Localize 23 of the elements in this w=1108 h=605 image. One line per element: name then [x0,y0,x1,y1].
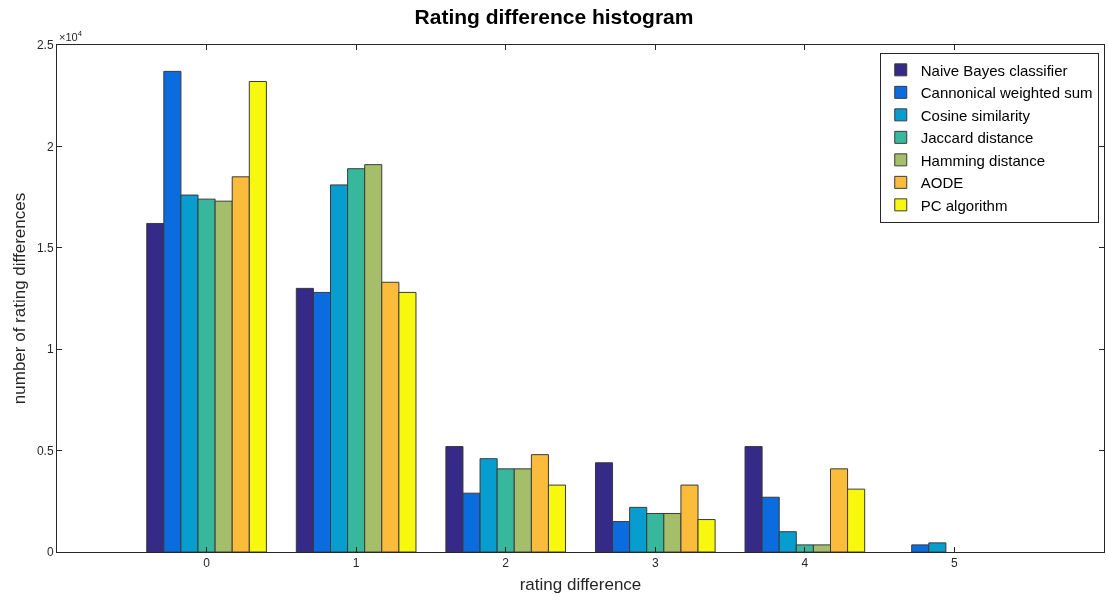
y-tick-label: 2.5 [36,38,54,53]
x-tick-label: 5 [951,556,959,571]
x-axis-title: rating difference [519,574,642,594]
legend-label: Jaccard distance [920,129,1034,147]
y-tick-label: 0 [46,545,54,560]
legend-label: PC algorithm [920,196,1008,214]
legend-label: Naive Bayes classifier [920,61,1068,79]
text: ×10$^{4}$ [59,29,83,43]
legend-label: Cannonical weighted sum [920,84,1093,102]
legend-label: AODE [920,174,964,192]
y-tick-label: 1.5 [36,241,54,255]
x-tick-label: 2 [502,556,510,571]
x-tick-label: 4 [801,556,809,571]
chart-title: Rating difference histogram [414,4,694,28]
y-tick-label: 1 [46,342,54,357]
legend-label: Cosine similarity [920,106,1031,124]
y-tick-label: 2 [46,139,54,154]
x-tick-label: 3 [651,556,659,571]
x-tick-label: 0 [203,556,211,571]
y-axis-title: number of rating differences [10,192,30,405]
y-tick-label: 0.5 [36,443,54,458]
x-tick-label: 1 [352,556,360,571]
legend-label: Hamming distance [920,151,1045,169]
